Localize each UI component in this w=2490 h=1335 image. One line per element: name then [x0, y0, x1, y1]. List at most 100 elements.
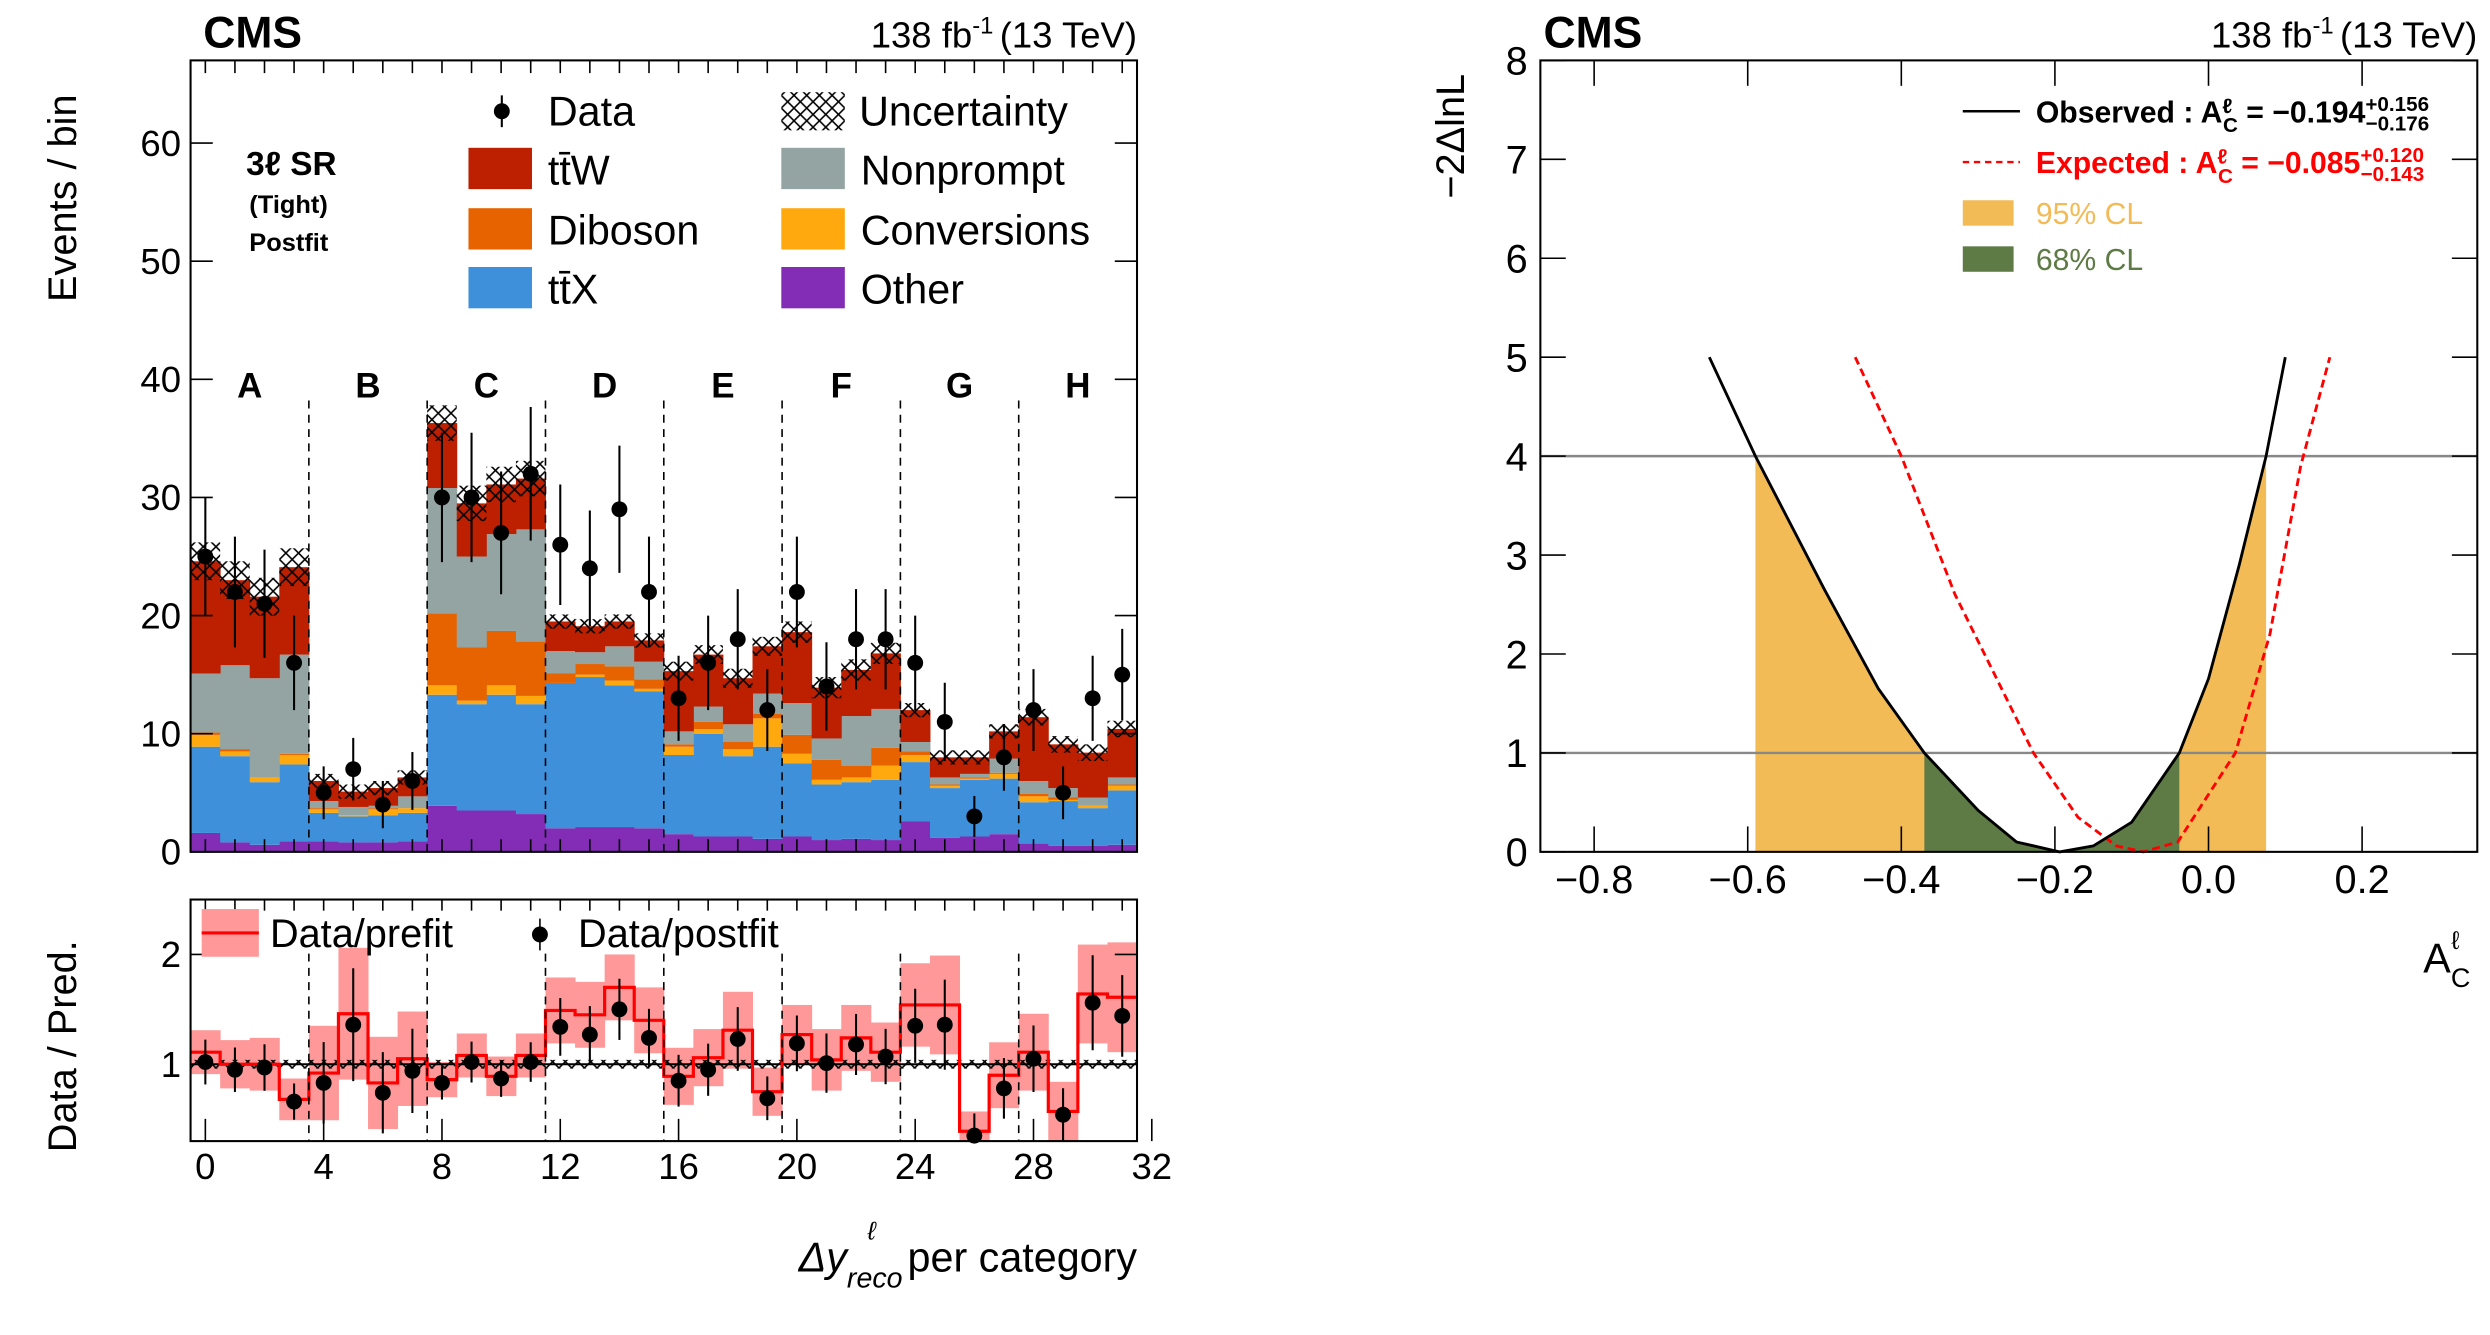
stack-bar-conversions [249, 777, 280, 783]
stack-bar-conversions [900, 754, 931, 763]
stack-bar-ttx [1018, 802, 1049, 844]
stack-bar-conversions [1018, 796, 1049, 803]
x-tick-label: 28 [1013, 1146, 1054, 1187]
postfit-point [315, 1074, 332, 1091]
postfit-point [1055, 1106, 1072, 1123]
region-label: 3ℓ SR [246, 146, 336, 183]
postfit-point [404, 1062, 421, 1079]
uncertainty-band [1107, 720, 1138, 738]
cms-label: CMS [1544, 9, 1643, 58]
postfit-point [434, 1074, 450, 1091]
stack-bar-ttx [545, 682, 576, 829]
legend-label-postfit: Data/postfit [578, 912, 779, 956]
data-point [641, 584, 657, 600]
postfit-point [729, 1031, 746, 1047]
x-axis-label: Δyrecoℓper category [798, 1218, 1138, 1295]
legend-label: Conversions [861, 208, 1090, 254]
stack-bar-conversions [604, 680, 635, 686]
x-tick-label: −0.8 [1555, 858, 1633, 902]
stack-bar-ttx [279, 764, 310, 842]
legend-swatch [468, 267, 532, 309]
stack-bar-ttx [338, 816, 369, 843]
data-point [1114, 666, 1131, 683]
y-axis-label: −2ΔlnL [1429, 74, 1473, 199]
stack-bar-conversions [486, 685, 517, 695]
stack-bar-diboson [929, 784, 961, 786]
y-tick-label: 2 [1506, 633, 1528, 677]
stack-bar-diboson [456, 647, 487, 701]
legend-label-data: Data [548, 89, 635, 135]
data-point [374, 796, 391, 813]
y-tick-label: 3 [1506, 534, 1528, 578]
x-tick-label: 16 [658, 1146, 699, 1187]
legend-observed-label: Observed : Aℓ C = −0.194+0.156 −0.176 [2036, 93, 2429, 137]
stack-bar-ttx [870, 779, 901, 841]
postfit-point [700, 1061, 717, 1078]
data-point [1025, 702, 1042, 719]
data-point [315, 784, 332, 801]
stack-bar-diboson [220, 749, 251, 752]
scan-plot-frame [1539, 59, 2479, 853]
stack-bar-conversions [190, 734, 221, 747]
uncertainty-band [900, 703, 930, 718]
stack-bar-diboson [1107, 784, 1138, 786]
stack-bar-conversions [1107, 785, 1138, 791]
uncertainty-band [1077, 744, 1108, 761]
postfit-point [286, 1093, 303, 1110]
stack-bar-ttx [693, 733, 724, 837]
postfit-point [936, 1016, 953, 1033]
stack-bar-ttx [249, 782, 280, 845]
y-tick-label: 40 [140, 359, 181, 400]
stack-bar-diboson [693, 721, 724, 730]
stack-bar-conversions [959, 778, 990, 780]
stack-bar-nonprompt [456, 556, 487, 648]
lumi-label: 138 fb-1 (13 TeV) [871, 12, 1137, 55]
region-tight: (Tight) [249, 191, 328, 219]
stack-bar-diboson [782, 734, 813, 754]
legend-label: tt̄X [548, 267, 598, 313]
data-point [995, 749, 1012, 766]
stack-bar-diboson [663, 744, 694, 747]
data-point [286, 654, 303, 671]
postfit-point [877, 1048, 894, 1065]
y-tick-label: 2 [161, 934, 181, 975]
legend-data-marker [493, 103, 510, 120]
legend-label: tt̄W [548, 147, 610, 193]
y-tick-label: 4 [1506, 435, 1528, 479]
stack-bar-diboson [841, 765, 872, 778]
postfit-point [226, 1061, 243, 1078]
stack-bar-ttx [663, 754, 694, 835]
legend-swatch [781, 208, 845, 250]
stack-bar-diboson [486, 630, 517, 686]
y-tick-label: 6 [1506, 238, 1528, 282]
postfit-point [907, 1017, 924, 1034]
stacked-histogram-panel: CMS 138 fb-1 (13 TeV) Events / bin 3ℓ SR … [41, 9, 1139, 873]
stack-bar-nonprompt [1077, 797, 1108, 806]
data-point [581, 560, 598, 577]
postfit-point [581, 1026, 598, 1043]
data-point [1084, 690, 1101, 707]
postfit-point [256, 1059, 273, 1076]
stack-bar-conversions [427, 685, 458, 695]
uncertainty-band [604, 614, 635, 629]
stack-bar-conversions [870, 765, 901, 780]
y-tick-label: 7 [1506, 139, 1528, 183]
uncertainty-band [1048, 736, 1078, 753]
x-tick-label: 0.2 [2335, 858, 2390, 902]
stack-bar-nonprompt [190, 673, 221, 733]
stack-bar-diboson [604, 666, 635, 681]
stack-bar-nonprompt [604, 646, 635, 667]
stack-bar-conversions [338, 815, 369, 817]
likelihood-scan-panel: CMS 138 fb-1 (13 TeV) −2ΔlnL ACℓ 0 1 2 3 4 5 6 7… [1429, 9, 2479, 993]
stack-bar-ttx [190, 746, 221, 833]
legend-band-label: 95% CL [2036, 198, 2143, 231]
postfit-point [1114, 1007, 1131, 1024]
stack-bar-diboson [427, 613, 458, 686]
stack-bar-conversions [515, 695, 546, 705]
data-point [197, 548, 214, 565]
legend-label-uncertainty: Uncertainty [859, 89, 1068, 135]
legend-expected-label: Expected : Aℓ C = −0.085+0.120 −0.143 [2036, 144, 2424, 188]
uncertainty-band [959, 750, 990, 765]
data-point [226, 584, 243, 600]
legend-postfit-marker [531, 926, 548, 943]
